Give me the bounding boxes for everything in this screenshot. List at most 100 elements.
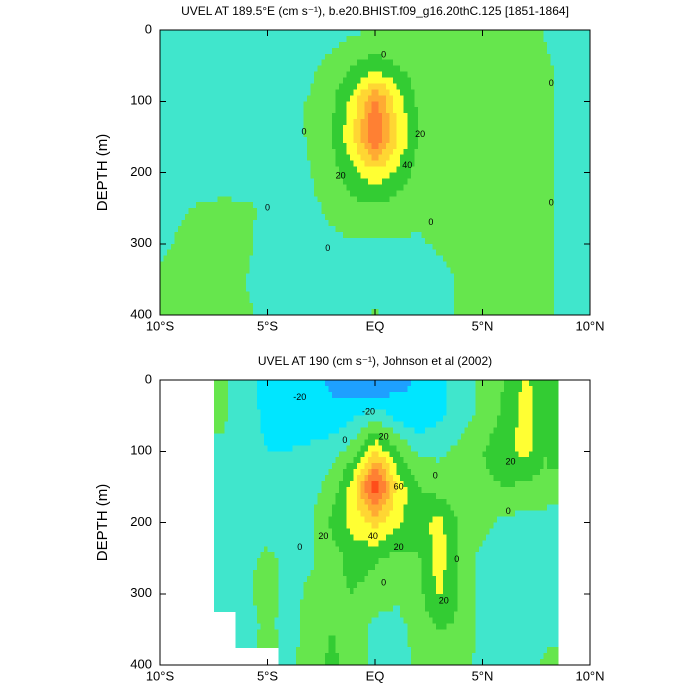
contour-fill: [224, 119, 247, 126]
contour-fill: [353, 564, 376, 571]
contour-fill: [435, 623, 441, 630]
contour-fill: [203, 59, 226, 67]
contour-fill: [554, 142, 570, 150]
contour-fill: [335, 160, 355, 168]
contour-fill: [278, 605, 290, 613]
contour-fill: [521, 380, 527, 387]
contour-fill: [482, 528, 491, 535]
contour-fill: [525, 480, 548, 488]
contour-fill: [568, 148, 591, 156]
contour-fill: [360, 427, 376, 435]
contour-fill: [504, 47, 527, 55]
contour-fill: [457, 605, 462, 613]
contour-fill: [554, 95, 570, 102]
contour-fill: [267, 516, 290, 524]
contour-fill: [554, 107, 570, 114]
contour-fill: [203, 101, 226, 108]
contour-fill: [310, 552, 315, 559]
contour-fill: [246, 385, 258, 393]
contour-fill: [547, 273, 555, 280]
contour-fill: [396, 528, 419, 535]
contour-fill: [525, 409, 534, 417]
contour-fill: [353, 409, 365, 417]
contour-fill: [418, 534, 433, 541]
contour-fill: [547, 421, 559, 429]
contour-fill: [418, 231, 423, 239]
contour-fill: [224, 540, 247, 547]
contour-fill: [439, 35, 462, 43]
contour-fill: [446, 397, 462, 405]
contour-fill: [554, 279, 570, 286]
contour-fill: [547, 581, 559, 589]
contour-fill: [213, 510, 226, 518]
contour-fill: [568, 71, 591, 79]
contour-fill: [482, 534, 487, 541]
contour-fill: [167, 249, 183, 257]
contour-fill: [346, 510, 355, 518]
contour-fill: [289, 575, 308, 583]
contour-fill: [181, 208, 190, 215]
contour-fill: [353, 35, 376, 43]
contour-fill: [504, 617, 527, 625]
y-tick-label: 100: [130, 93, 152, 108]
contour-fill: [457, 587, 462, 595]
contour-fill: [439, 285, 455, 292]
contour-fill: [461, 303, 484, 310]
contour-fill: [418, 433, 441, 440]
contour-fill: [418, 166, 441, 174]
contour-fill: [375, 225, 398, 233]
contour-fill: [235, 641, 247, 648]
contour-fill: [475, 380, 484, 387]
contour-fill: [532, 421, 548, 429]
contour-fill: [525, 148, 548, 156]
contour-fill: [181, 77, 204, 85]
contour-fill: [482, 89, 505, 96]
contour-fill: [382, 445, 398, 452]
contour-fill: [396, 581, 419, 589]
contour-fill: [568, 279, 591, 286]
contour-fill: [310, 421, 333, 429]
contour-fill: [525, 303, 548, 310]
contour-fill: [317, 498, 333, 506]
contour-fill: [267, 77, 290, 85]
contour-fill: [353, 101, 358, 108]
contour-fill: [547, 433, 559, 440]
contour-fill: [353, 172, 362, 180]
contour-fill: [389, 130, 398, 138]
contour-fill: [461, 510, 484, 518]
contour-fill: [267, 397, 290, 405]
contour-fill: [439, 154, 462, 162]
contour-fill: [357, 113, 365, 120]
contour-fill: [432, 516, 441, 524]
contour-fill: [482, 172, 505, 180]
contour-fill: [224, 231, 247, 239]
contour-fill: [357, 95, 369, 102]
contour-fill: [392, 148, 398, 156]
contour-fill: [213, 516, 226, 524]
contour-fill: [278, 558, 290, 565]
contour-fill: [332, 546, 340, 553]
contour-fill: [246, 587, 254, 595]
contour-fill: [439, 540, 448, 547]
contour-fill: [378, 142, 387, 150]
contour-fill: [339, 83, 355, 90]
contour-fill: [328, 641, 333, 648]
contour-fill: [360, 445, 369, 452]
contour-fill: [360, 457, 369, 464]
contour-fill: [385, 480, 390, 488]
contour-fill: [482, 540, 505, 547]
contour-fill: [367, 136, 376, 144]
contour-fill: [289, 475, 312, 482]
contour-fill: [267, 451, 290, 458]
contour-fill: [289, 77, 312, 85]
contour-fill: [310, 647, 330, 654]
contour-fill: [410, 647, 419, 654]
contour-fill: [382, 148, 394, 156]
contour-fill: [375, 385, 398, 393]
contour-fill: [224, 291, 247, 298]
contour-fill: [353, 160, 365, 168]
contour-fill: [547, 635, 559, 642]
contour-fill: [375, 427, 394, 435]
contour-fill: [357, 581, 376, 589]
contour-fill: [267, 522, 290, 530]
